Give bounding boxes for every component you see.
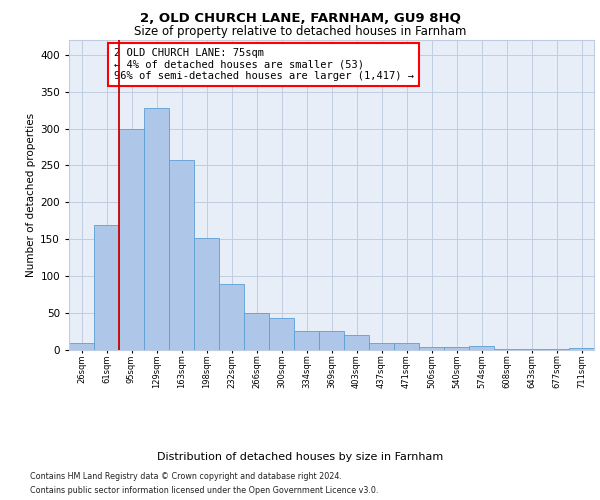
Bar [394,344,419,350]
Bar [469,346,494,350]
Text: Contains HM Land Registry data © Crown copyright and database right 2024.: Contains HM Land Registry data © Crown c… [30,472,342,481]
Bar [69,342,94,350]
Bar [444,347,469,350]
Bar [144,108,169,350]
Bar [244,313,269,350]
Text: Contains public sector information licensed under the Open Government Licence v3: Contains public sector information licen… [30,486,379,495]
Bar [194,238,219,350]
Text: Size of property relative to detached houses in Farnham: Size of property relative to detached ho… [134,25,466,38]
Text: 2, OLD CHURCH LANE, FARNHAM, GU9 8HQ: 2, OLD CHURCH LANE, FARNHAM, GU9 8HQ [140,12,460,26]
Bar [319,331,344,350]
Bar [269,318,294,350]
Y-axis label: Number of detached properties: Number of detached properties [26,113,36,277]
Bar [344,335,369,350]
Text: 2 OLD CHURCH LANE: 75sqm
← 4% of detached houses are smaller (53)
96% of semi-de: 2 OLD CHURCH LANE: 75sqm ← 4% of detache… [113,48,413,81]
Bar [119,128,144,350]
Bar [219,284,244,350]
Bar [94,224,119,350]
Text: Distribution of detached houses by size in Farnham: Distribution of detached houses by size … [157,452,443,462]
Bar [169,160,194,350]
Bar [569,348,594,350]
Bar [519,348,544,350]
Bar [419,347,444,350]
Bar [369,342,394,350]
Bar [494,348,519,350]
Bar [294,331,319,350]
